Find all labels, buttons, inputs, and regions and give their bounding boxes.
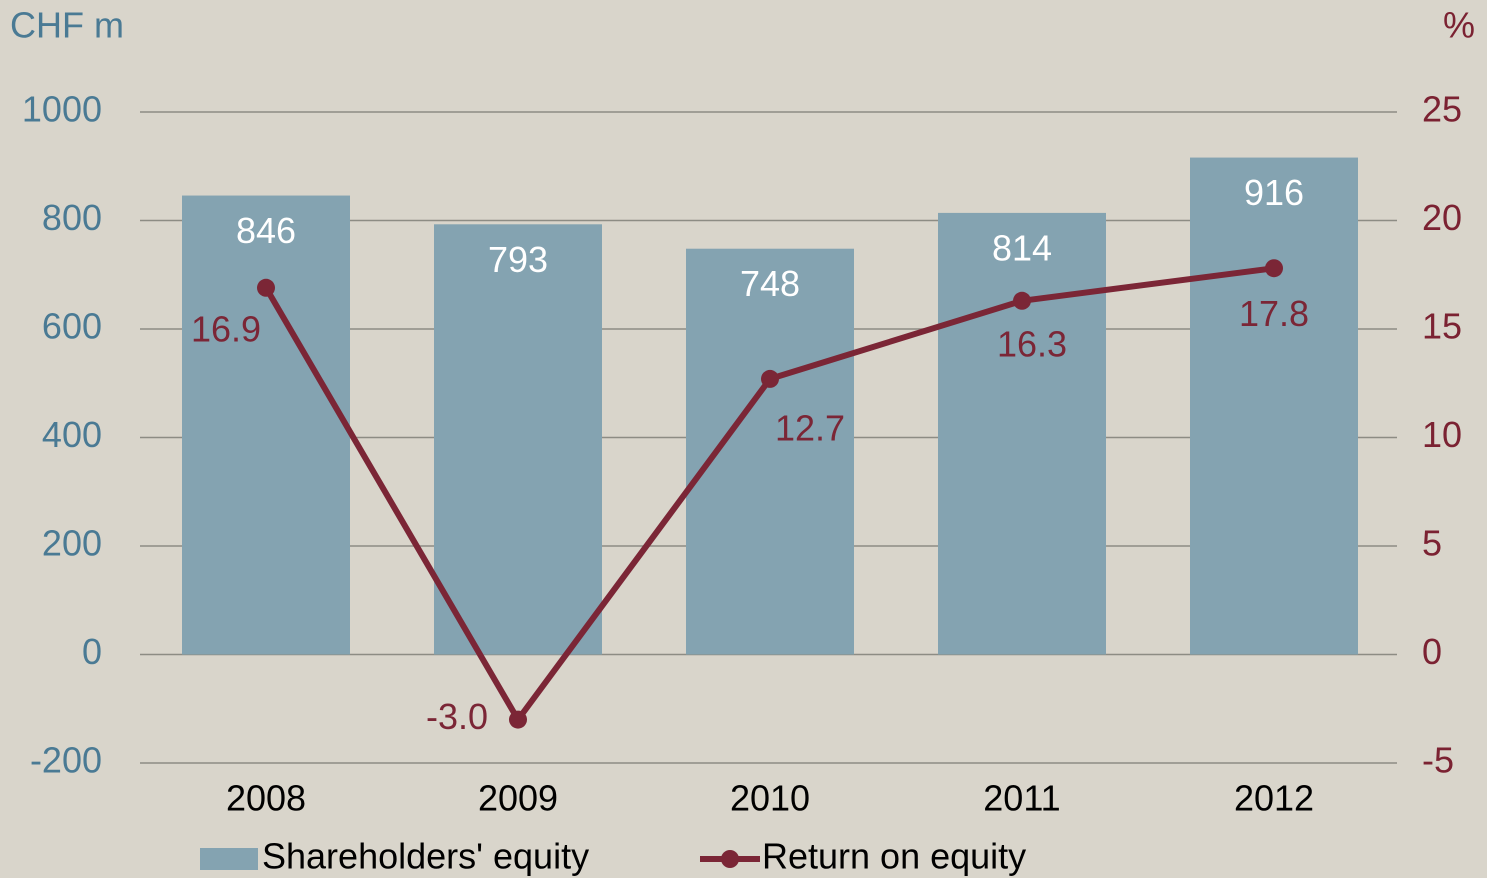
y-tick-label: 600 [42,306,102,347]
y2-axis-label: % [1443,5,1475,46]
y-tick-label: 0 [82,631,102,672]
bar [1190,157,1358,655]
x-tick-label: 2011 [983,778,1060,819]
bar-value-label: 748 [740,263,800,304]
bar-value-label: 846 [236,210,296,251]
bar-value-label: 814 [992,227,1052,268]
x-tick-label: 2012 [1234,778,1314,819]
y2-tick-label: 20 [1422,197,1462,238]
bar [182,195,350,655]
line-marker [761,369,779,388]
line-marker [1265,259,1283,278]
y2-tick-label: 15 [1422,306,1462,347]
bar [434,224,602,655]
y-tick-label: -200 [30,740,102,781]
legend-swatch [721,850,739,868]
y-tick-label: 800 [42,197,102,238]
legend-label: Return on equity [762,836,1026,877]
line-marker [509,710,527,729]
y2-tick-label: 10 [1422,414,1462,455]
bar-value-label: 793 [488,239,548,280]
bar-value-label: 916 [1244,172,1304,213]
y-tick-label: 400 [42,414,102,455]
y2-tick-label: -5 [1422,740,1454,781]
bar [686,248,854,655]
line-value-label: 17.8 [1239,293,1309,334]
legend-label: Shareholders' equity [262,836,589,877]
line-value-label: 16.3 [997,323,1067,364]
x-tick-label: 2009 [478,778,558,819]
line-value-label: 16.9 [191,308,261,349]
line-value-label: -3.0 [426,696,488,737]
legend-swatch [200,848,258,870]
y-tick-label: 1000 [22,89,102,130]
y2-tick-label: 0 [1422,631,1442,672]
y-tick-label: 200 [42,523,102,564]
x-tick-label: 2008 [226,778,306,819]
line-marker [1013,291,1031,310]
bar [938,212,1106,655]
line-marker [257,278,275,297]
y2-tick-label: 5 [1422,523,1442,564]
y2-tick-label: 25 [1422,89,1462,130]
x-tick-label: 2010 [730,778,810,819]
line-value-label: 12.7 [775,407,845,448]
y-axis-label: CHF m [10,5,124,46]
